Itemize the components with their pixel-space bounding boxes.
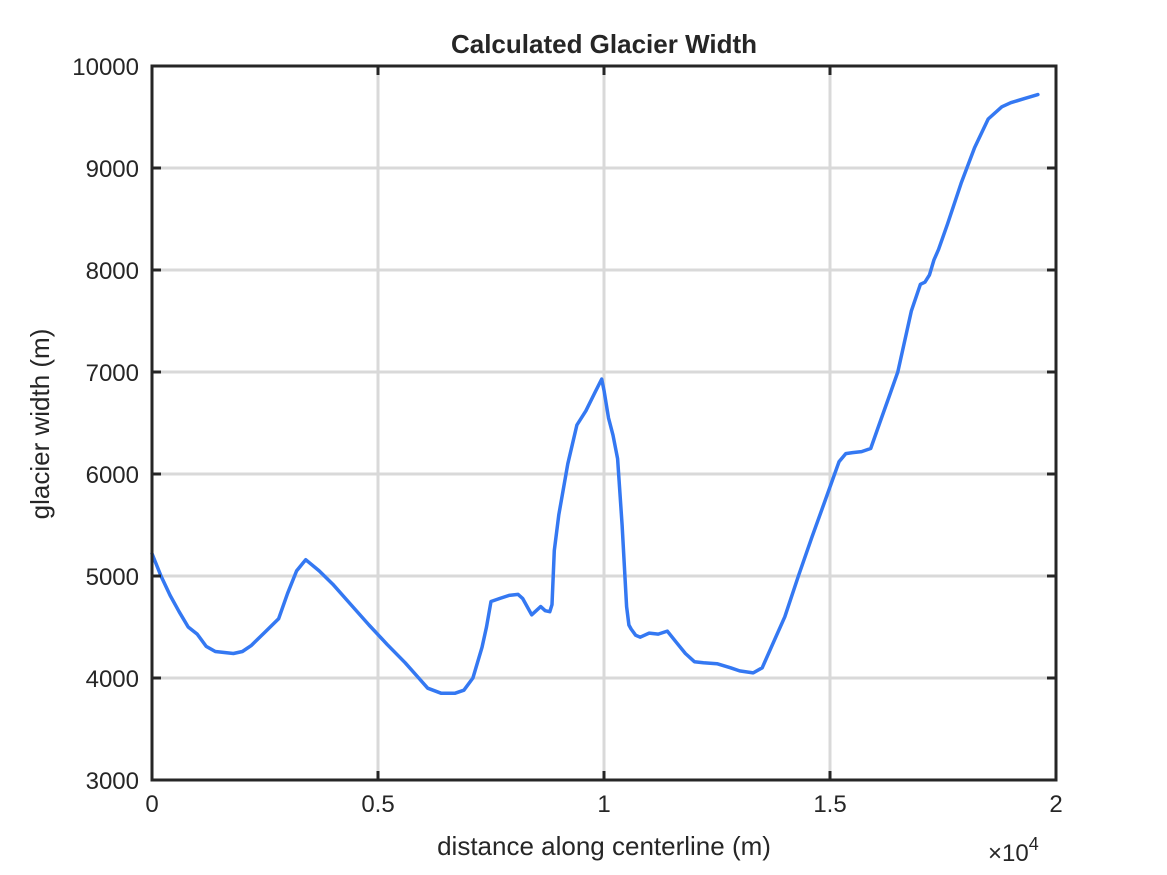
y-tick-label: 6000 — [86, 462, 139, 489]
x-tick-labels: 0 0.5 1 1.5 2 — [145, 791, 1062, 818]
y-axis-label: glacier width (m) — [25, 329, 55, 520]
svg-text:×104: ×104 — [988, 834, 1039, 867]
x-tick-label: 1.5 — [813, 791, 846, 818]
x-tick-label: 0 — [145, 791, 158, 818]
y-tick-label: 5000 — [86, 564, 139, 591]
x-exponent-base: ×10 — [988, 840, 1029, 867]
y-tick-label: 3000 — [86, 768, 139, 795]
x-tick-label: 1 — [597, 791, 610, 818]
chart-title: Calculated Glacier Width — [451, 29, 757, 59]
x-exponent-power: 4 — [1029, 834, 1039, 854]
series-line — [150, 92, 1040, 696]
y-tick-label: 7000 — [86, 360, 139, 387]
x-axis-label: distance along centerline (m) — [437, 831, 771, 861]
y-tick-label: 10000 — [72, 54, 139, 81]
x-tick-label: 2 — [1049, 791, 1062, 818]
x-tick-label: 0.5 — [361, 791, 394, 818]
grid-lines — [152, 66, 1056, 780]
y-tick-label: 4000 — [86, 666, 139, 693]
y-tick-label: 9000 — [86, 156, 139, 183]
data-series — [150, 92, 1040, 696]
y-tick-labels: 3000 4000 5000 6000 7000 8000 9000 10000 — [72, 54, 139, 795]
y-tick-label: 8000 — [86, 258, 139, 285]
tick-marks — [150, 64, 1058, 782]
x-exponent-label: ×104 — [988, 834, 1039, 867]
